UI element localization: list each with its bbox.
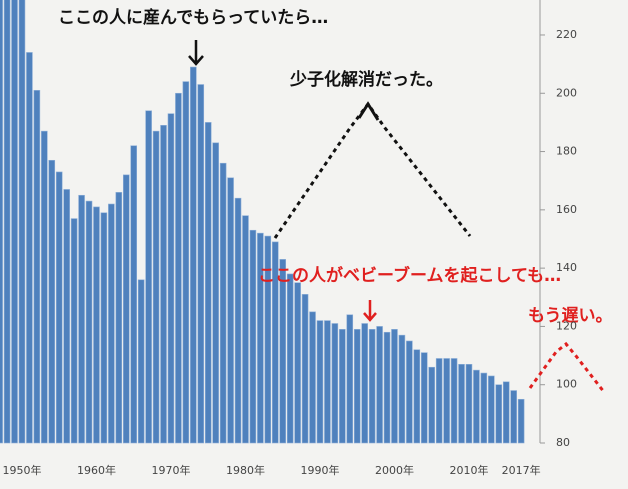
bar (435, 358, 443, 444)
y-tick-label: 200 (556, 86, 577, 99)
dotted-peak (273, 101, 472, 239)
dotted-peak (528, 341, 606, 393)
bar (190, 66, 197, 444)
bar (122, 174, 130, 444)
bar (264, 235, 272, 444)
bar (257, 232, 264, 444)
bar (227, 177, 234, 444)
bar (33, 90, 41, 444)
bar (234, 197, 242, 444)
x-tick-label: 2000年 (375, 463, 414, 477)
bar (286, 273, 294, 444)
y-tick-label: 160 (556, 203, 577, 216)
bar (100, 212, 108, 444)
peak (357, 101, 380, 121)
annotation: ここの人に産んでもらっていたら… (58, 7, 328, 28)
bar (3, 0, 11, 444)
bar (152, 130, 160, 444)
bar (197, 84, 205, 444)
x-tick-label: 1950年 (2, 463, 41, 477)
bar (473, 369, 480, 444)
x-tick-label: 1960年 (77, 463, 116, 477)
bar (420, 352, 428, 444)
bar (428, 366, 436, 444)
bar (331, 323, 339, 444)
bar (108, 203, 115, 444)
arrow (188, 40, 204, 66)
bar (309, 311, 316, 444)
bar (353, 329, 361, 444)
bar (361, 323, 368, 444)
bar (160, 125, 167, 444)
bar-group (0, 0, 525, 444)
bar (465, 364, 473, 444)
bar (398, 334, 406, 444)
annotation: ここの人がベビーブームを起こしても… (258, 265, 561, 286)
y-tick-label: 120 (556, 319, 577, 332)
bar (175, 92, 182, 444)
bar (0, 0, 3, 444)
bar (167, 113, 175, 444)
x-tick-label: 1970年 (151, 463, 190, 477)
bar (219, 162, 227, 444)
arrow (363, 300, 377, 322)
bar (271, 241, 279, 444)
bar (137, 279, 145, 444)
bar (488, 375, 495, 444)
bar (368, 329, 376, 444)
x-tick-label: 2017年 (502, 463, 541, 477)
bar (391, 329, 398, 444)
bar (115, 192, 123, 444)
bar (48, 159, 56, 444)
bar (242, 215, 249, 444)
x-tick-label: 2010年 (449, 463, 488, 477)
bar (212, 142, 219, 444)
bar (339, 329, 346, 444)
bar (85, 200, 93, 444)
bar (11, 0, 18, 444)
bar (249, 229, 257, 444)
bar (316, 320, 324, 444)
annotation: 少子化解消だった。 (289, 69, 443, 90)
bar (480, 372, 488, 444)
bar (383, 331, 391, 444)
bar (204, 122, 212, 444)
bar (517, 398, 525, 444)
y-tick-label: 140 (556, 261, 577, 274)
bar (443, 358, 450, 444)
bar (279, 259, 287, 444)
bar (182, 81, 190, 444)
y-tick-label: 80 (556, 436, 570, 449)
bar (450, 358, 458, 444)
bar (130, 145, 138, 444)
bar (93, 206, 100, 444)
bar (41, 130, 48, 444)
bar (406, 340, 413, 444)
bar (63, 189, 70, 444)
bar (294, 282, 301, 444)
y-tick-label: 180 (556, 145, 577, 158)
y-tick-label: 100 (556, 378, 577, 391)
bar (324, 320, 331, 444)
annotation: もう遅い。 (528, 306, 613, 326)
bar (510, 390, 517, 444)
y-tick-label: 220 (556, 28, 577, 41)
bar (458, 364, 465, 444)
bar (55, 171, 63, 444)
bar (495, 384, 503, 444)
bar (145, 110, 152, 444)
bar (18, 0, 26, 444)
bar (376, 326, 383, 444)
bar (502, 381, 510, 444)
bar (26, 52, 33, 444)
bar (346, 314, 354, 444)
x-tick-label: 1990年 (300, 463, 339, 477)
bar (70, 218, 78, 444)
bar (78, 194, 85, 444)
bar (413, 349, 421, 444)
bar (301, 294, 309, 444)
x-tick-label: 1980年 (226, 463, 265, 477)
